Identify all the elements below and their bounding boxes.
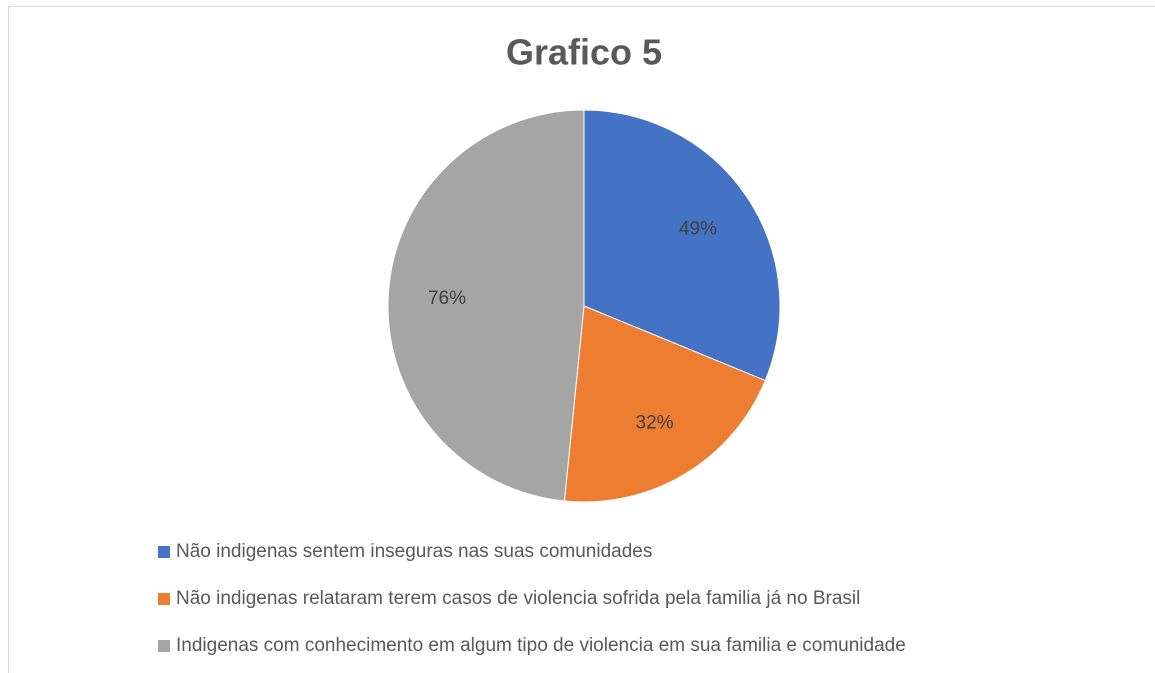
legend-swatch	[158, 546, 170, 558]
legend-label: Indigenas com conhecimento em algum tipo…	[176, 635, 906, 656]
data-label: 32%	[636, 413, 674, 434]
data-label: 49%	[679, 219, 717, 240]
legend-swatch	[158, 593, 170, 605]
legend-label: Não indigenas sentem inseguras nas suas …	[176, 541, 652, 562]
pie-slice	[563, 305, 766, 503]
legend-swatch	[158, 640, 170, 652]
chart-title: Grafico 5	[506, 32, 662, 73]
pie-slice	[583, 109, 781, 382]
pie-slice	[387, 109, 585, 502]
legend-label: Não indigenas relataram terem casos de v…	[176, 588, 860, 609]
data-label: 76%	[428, 288, 466, 309]
